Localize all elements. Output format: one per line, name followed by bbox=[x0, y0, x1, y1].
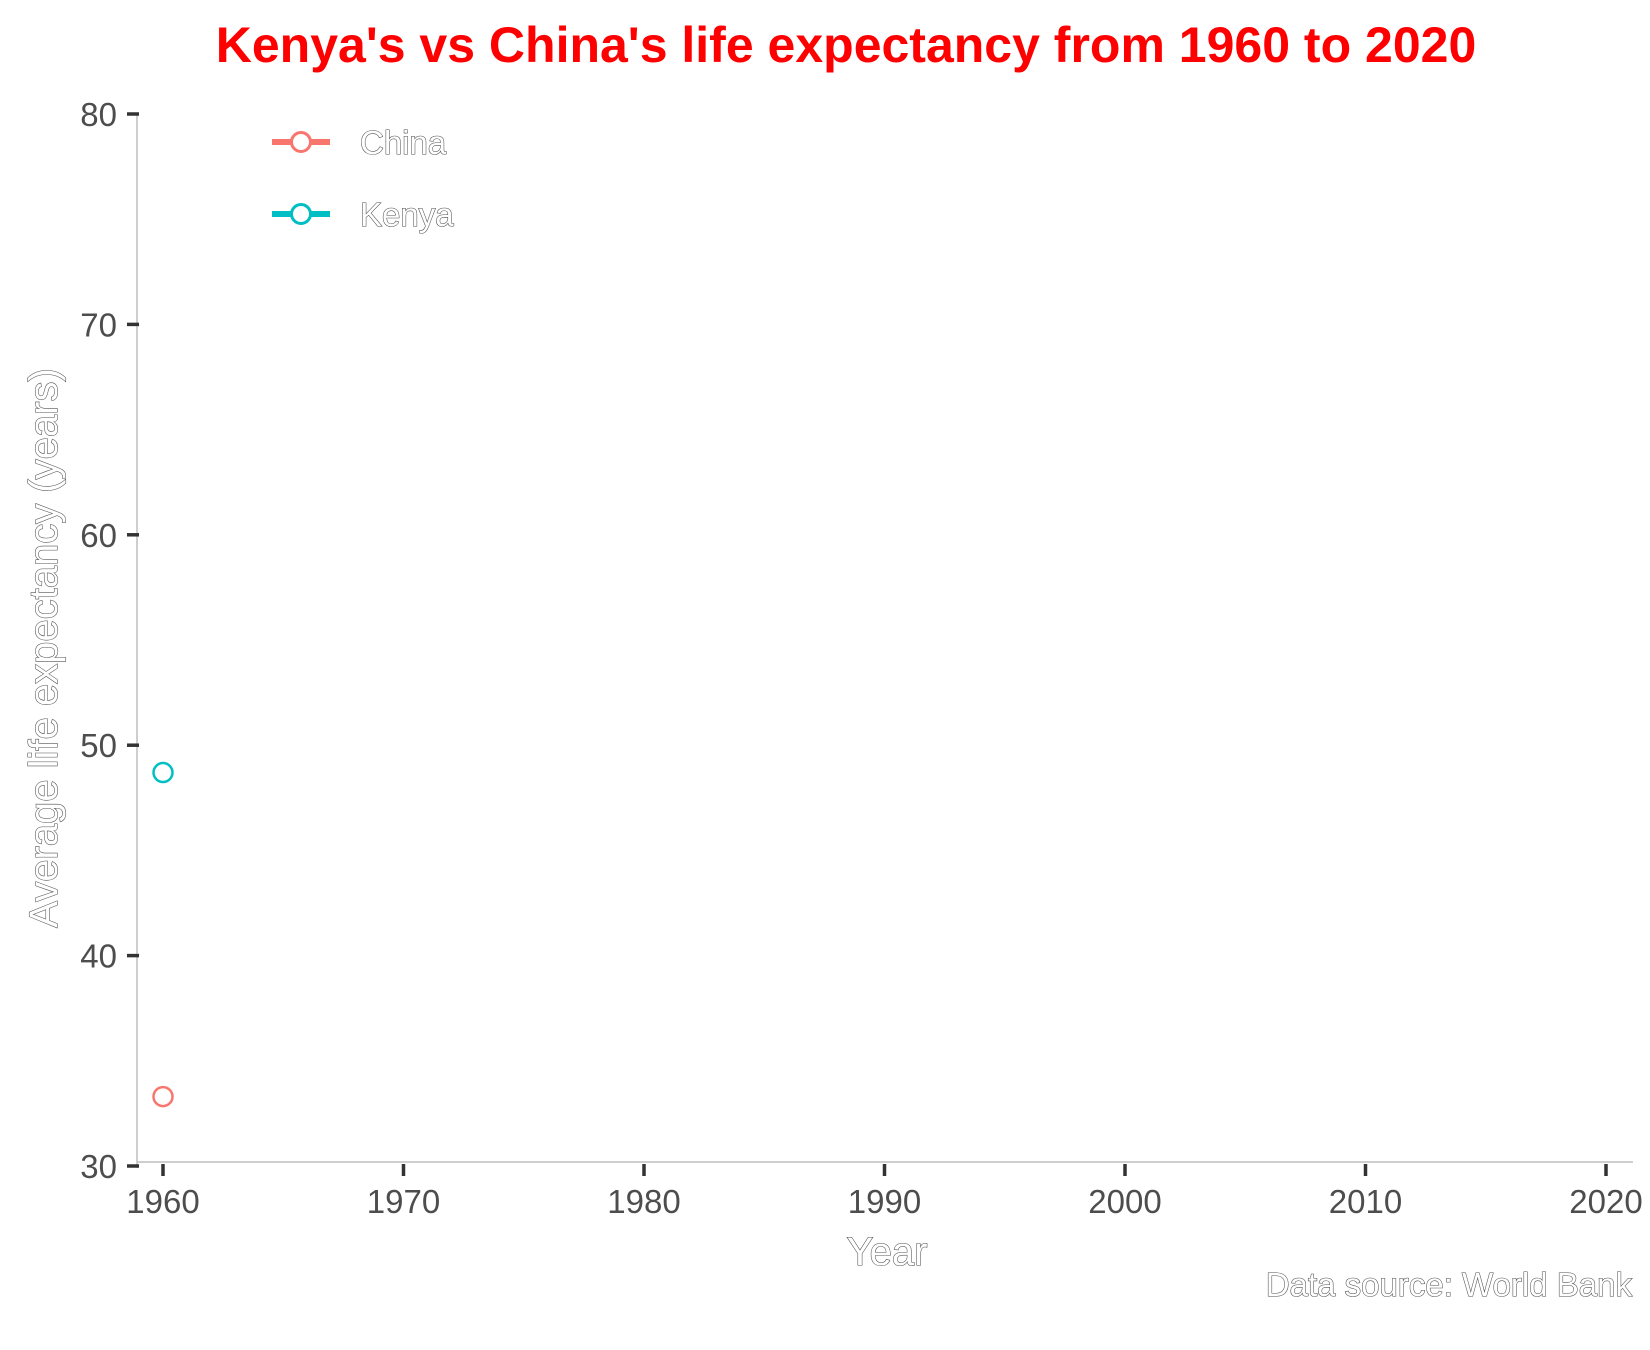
caption: Data source: World Bank bbox=[1266, 1266, 1633, 1303]
x-axis: 1960 1970 1980 1990 2000 2010 2020 bbox=[126, 1161, 1643, 1220]
legend-label-china: China bbox=[360, 124, 447, 161]
x-tick-label: 1980 bbox=[607, 1183, 680, 1220]
data-point-china bbox=[152, 1085, 174, 1108]
y-tick-label: 30 bbox=[80, 1148, 117, 1185]
x-tick-label: 2000 bbox=[1088, 1183, 1161, 1220]
y-axis: 30 40 50 60 70 80 bbox=[80, 96, 139, 1185]
y-tick-label: 40 bbox=[80, 938, 117, 975]
x-tick-label: 1970 bbox=[367, 1183, 440, 1220]
y-tick-label: 80 bbox=[80, 96, 117, 133]
chart-title: Kenya's vs China's life expectancy from … bbox=[216, 17, 1477, 73]
x-tick-label: 2020 bbox=[1569, 1183, 1642, 1220]
x-axis-label: Year bbox=[847, 1230, 928, 1274]
y-tick-label: 50 bbox=[80, 727, 117, 764]
legend: China Kenya bbox=[272, 123, 455, 234]
y-axis-label: Average life expectancy (years) bbox=[22, 368, 66, 928]
data-point-kenya bbox=[152, 761, 174, 784]
y-tick-label: 60 bbox=[80, 517, 117, 554]
plot-marks bbox=[152, 761, 174, 1108]
x-tick-label: 2010 bbox=[1329, 1183, 1402, 1220]
x-tick-label: 1990 bbox=[848, 1183, 921, 1220]
legend-marker-kenya bbox=[290, 203, 312, 225]
legend-marker-china bbox=[290, 131, 312, 153]
legend-label-kenya: Kenya bbox=[360, 196, 454, 233]
y-tick-label: 70 bbox=[80, 306, 117, 343]
x-tick-label: 1960 bbox=[126, 1183, 199, 1220]
